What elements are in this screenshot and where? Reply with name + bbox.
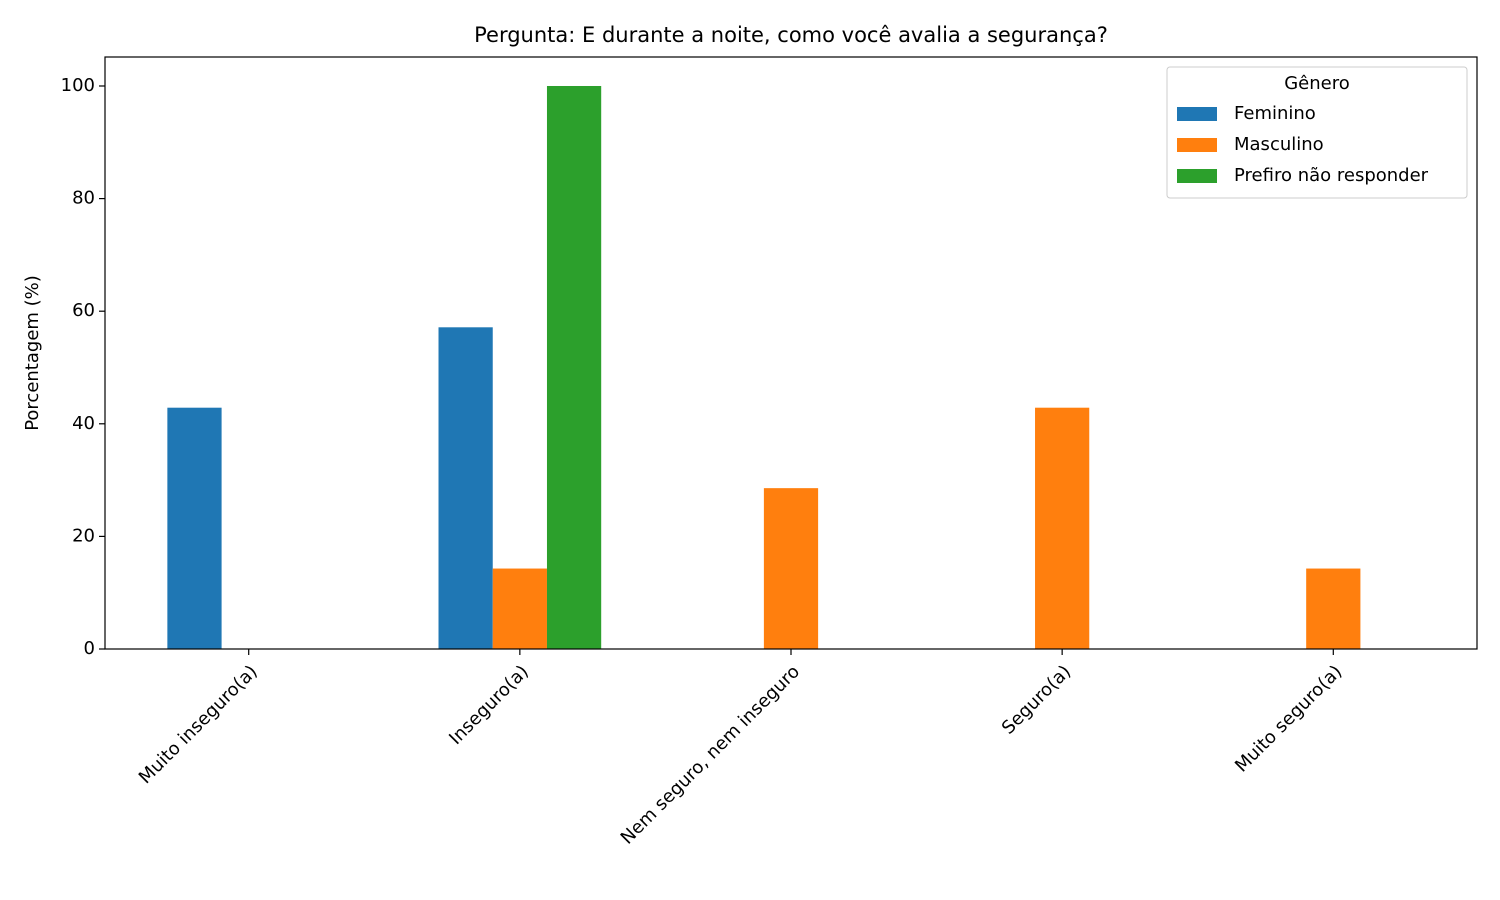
legend-label: Masculino bbox=[1234, 134, 1324, 155]
y-tick-label: 20 bbox=[72, 525, 95, 546]
plot-frame bbox=[104, 56, 1478, 650]
legend: Gênero Feminino Masculino Prefiro não respo… bbox=[1166, 66, 1468, 199]
y-axis-label: Porcentagem (%) bbox=[22, 275, 43, 431]
chart-title: Pergunta: E durante a noite, como você a… bbox=[474, 23, 1108, 47]
bar bbox=[546, 85, 602, 650]
legend-frame bbox=[1166, 66, 1468, 199]
y-tick-label: 100 bbox=[61, 75, 95, 96]
bar bbox=[1306, 568, 1361, 649]
legend-swatch bbox=[1177, 138, 1217, 152]
bar bbox=[492, 568, 547, 649]
bar bbox=[438, 327, 493, 649]
bar bbox=[167, 407, 222, 649]
legend-swatch bbox=[1177, 107, 1217, 121]
legend-label: Prefiro não responder bbox=[1234, 165, 1429, 186]
legend-label: Feminino bbox=[1234, 103, 1316, 124]
y-tick-label: 40 bbox=[72, 413, 95, 434]
legend-swatch bbox=[1177, 169, 1217, 183]
bar bbox=[763, 488, 819, 649]
bar bbox=[1035, 407, 1090, 649]
y-tick-label: 80 bbox=[72, 188, 95, 209]
y-tick-label: 60 bbox=[72, 300, 95, 321]
legend-title: Gênero bbox=[1284, 73, 1350, 94]
y-tick-label: 0 bbox=[84, 638, 95, 659]
